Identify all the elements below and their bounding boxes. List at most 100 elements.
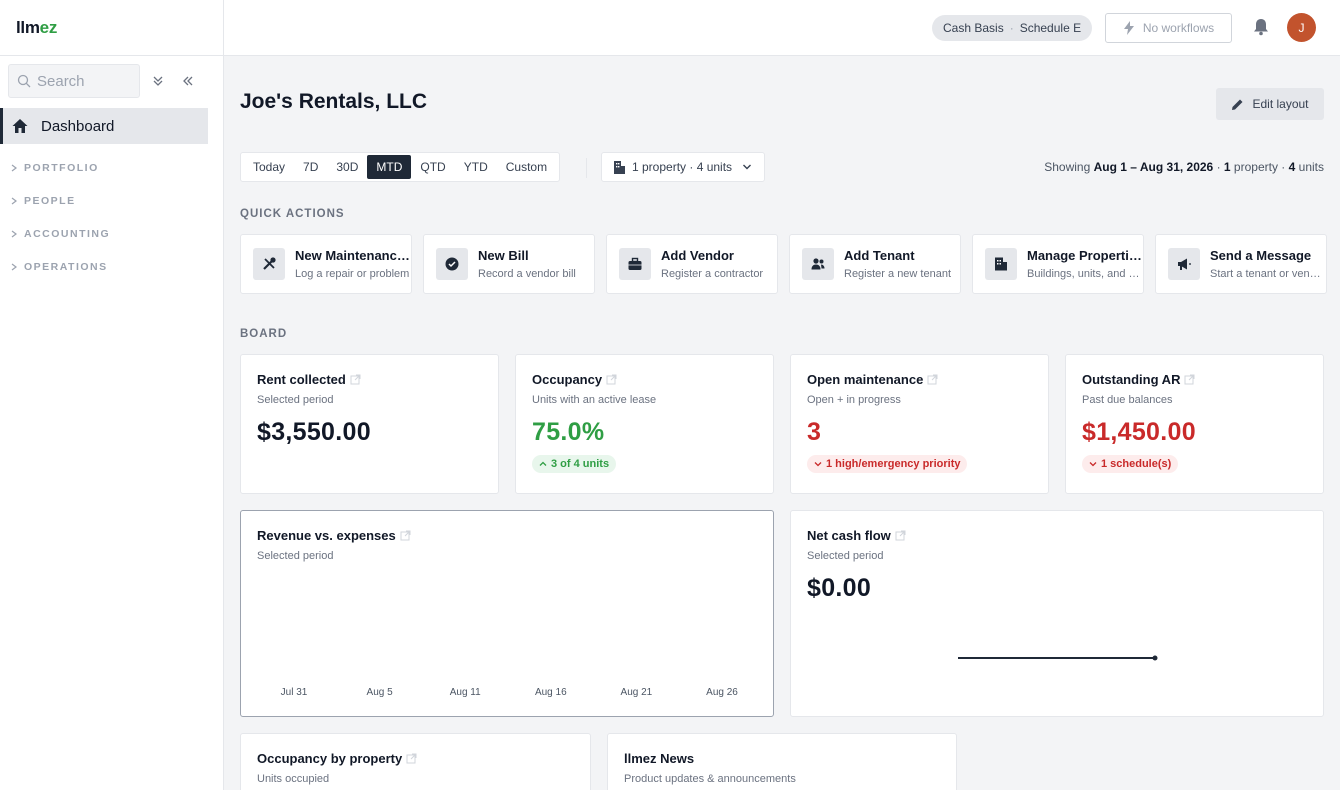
external-link-icon[interactable]	[1184, 374, 1195, 385]
external-link-icon[interactable]	[927, 374, 938, 385]
kpi-value: 3	[807, 418, 822, 446]
app-logo[interactable]: llmez	[16, 17, 58, 37]
kpi-card-occupancy[interactable]: Occupancy Units with an active lease 75.…	[515, 354, 774, 494]
chevron-down-icon	[814, 462, 822, 467]
range-qtd-button[interactable]: QTD	[420, 160, 446, 174]
status-badge: 1 high/emergency priority	[807, 455, 968, 473]
card-title: Outstanding AR	[1082, 372, 1181, 387]
quick-action-title: Add Vendor	[661, 248, 734, 263]
range-7d-button[interactable]: 7D	[303, 160, 319, 174]
collapse-sidebar-button[interactable]	[176, 69, 200, 93]
users-icon	[811, 258, 825, 270]
quick-action-send-message[interactable]: Send a Message Start a tenant or vendor …	[1155, 234, 1327, 294]
revenue-vs-expenses-panel[interactable]: Revenue vs. expenses Selected period Jul…	[240, 510, 774, 717]
kpi-card-outstanding-ar[interactable]: Outstanding AR Past due balances $1,450.…	[1065, 354, 1324, 494]
chevrons-left-icon	[183, 76, 193, 86]
quick-action-subtitle: Register a contractor	[661, 268, 764, 280]
quick-action-new-bill[interactable]: New Bill Record a vendor bill	[423, 234, 595, 294]
basis-label: Cash Basis	[943, 21, 1004, 35]
range-30d-button[interactable]: 30D	[336, 160, 359, 174]
quick-actions-row: New Maintenance Request Log a repair or …	[240, 234, 1327, 294]
quick-action-new-maintenance[interactable]: New Maintenance Request Log a repair or …	[240, 234, 412, 294]
kpi-value: $0.00	[807, 574, 872, 602]
kpi-value: 75.0%	[532, 418, 605, 446]
sidebar-item-label: Dashboard	[41, 117, 115, 135]
chevron-up-icon	[539, 461, 547, 466]
sidebar-section-operations[interactable]: OPERATIONS	[0, 250, 223, 283]
external-link-icon[interactable]	[406, 753, 417, 764]
quick-action-subtitle: Start a tenant or vendor conversation	[1210, 268, 1326, 280]
date-range-selector: Today 7D 30D MTD QTD YTD Custom	[240, 152, 561, 182]
megaphone-icon	[1178, 258, 1191, 270]
sidebar-section-accounting[interactable]: ACCOUNTING	[0, 217, 223, 250]
kpi-card-open-maintenance[interactable]: Open maintenance Open + in progress 3 1 …	[790, 354, 1049, 494]
x-tick-label: Aug 16	[534, 687, 567, 698]
external-link-icon[interactable]	[400, 530, 411, 541]
sidebar-item-dashboard[interactable]: Dashboard	[0, 108, 208, 144]
kpi-card-rent-collected[interactable]: Rent collected Selected period $3,550.00	[240, 354, 499, 494]
external-link-icon[interactable]	[895, 530, 906, 541]
chevron-right-icon	[11, 263, 17, 270]
quick-action-add-vendor[interactable]: Add Vendor Register a contractor	[606, 234, 778, 294]
news-panel[interactable]: llmez News Product updates & announcemen…	[607, 733, 957, 790]
sparkline-end-point	[1152, 655, 1158, 661]
check-circle-icon	[445, 257, 459, 271]
workflows-button[interactable]: No workflows	[1105, 13, 1232, 43]
sidebar-search-row: Search	[0, 56, 223, 106]
edit-layout-button[interactable]: Edit layout	[1216, 88, 1324, 120]
pill-separator: ·	[1009, 21, 1014, 35]
card-title: Occupancy by property	[257, 751, 403, 766]
chevron-down-icon	[1089, 462, 1097, 467]
expand-all-button[interactable]	[146, 69, 170, 93]
chevrons-down-icon	[153, 76, 163, 86]
property-filter-dropdown[interactable]: 1 property · 4 units	[601, 152, 765, 182]
range-mtd-button[interactable]: MTD	[367, 155, 412, 179]
occupancy-by-property-panel[interactable]: Occupancy by property Units occupied	[240, 733, 591, 790]
quick-actions-heading: QUICK ACTIONS	[240, 208, 345, 220]
card-title: Rent collected	[257, 372, 346, 387]
divider	[586, 158, 587, 178]
building-icon	[995, 257, 1007, 271]
card-subtitle: Product updates & announcements	[624, 773, 796, 785]
chevron-right-icon	[11, 197, 17, 204]
wrench-screwdriver-icon	[263, 257, 276, 270]
board-heading: BOARD	[240, 328, 288, 340]
accounting-basis-pill[interactable]: Cash Basis · Schedule E	[932, 15, 1093, 41]
logo-bar: llmez	[0, 0, 223, 56]
notifications-button[interactable]	[1250, 16, 1272, 38]
card-subtitle: Past due balances	[1082, 394, 1173, 406]
quick-action-add-tenant[interactable]: Add Tenant Register a new tenant	[789, 234, 961, 294]
search-placeholder: Search	[37, 72, 85, 90]
quick-action-title: Manage Properties	[1027, 248, 1143, 263]
quick-action-manage-properties[interactable]: Manage Properties Buildings, units, and …	[972, 234, 1144, 294]
search-input[interactable]: Search	[8, 64, 140, 98]
range-today-button[interactable]: Today	[253, 160, 286, 174]
chevron-right-icon	[11, 164, 17, 171]
kpi-value: $1,450.00	[1082, 418, 1196, 446]
user-avatar[interactable]: J	[1287, 13, 1316, 42]
x-tick-label: Jul 31	[280, 687, 308, 698]
quick-action-title: Add Tenant	[844, 248, 915, 263]
showing-summary: Showing Aug 1 – Aug 31, 2026 · 1 propert…	[1044, 160, 1324, 174]
card-subtitle: Units occupied	[257, 773, 330, 785]
lightning-icon	[1123, 21, 1134, 35]
external-link-icon[interactable]	[350, 374, 361, 385]
chevron-down-icon	[743, 164, 752, 170]
external-link-icon[interactable]	[606, 374, 617, 385]
bell-icon	[1254, 19, 1268, 36]
quick-action-title: Send a Message	[1210, 248, 1312, 263]
net-cash-flow-panel[interactable]: Net cash flow Selected period $0.00	[790, 510, 1324, 717]
card-subtitle: Selected period	[807, 550, 884, 562]
quick-action-title: New Maintenance Request	[295, 248, 411, 263]
page-title: Joe's Rentals, LLC	[240, 90, 428, 113]
sidebar-section-portfolio[interactable]: PORTFOLIO	[0, 151, 223, 184]
quick-action-subtitle: Buildings, units, and more	[1027, 268, 1143, 280]
topbar: Cash Basis · Schedule E No workflows J	[224, 0, 1340, 56]
sidebar-section-people[interactable]: PEOPLE	[0, 184, 223, 217]
x-tick-label: Aug 26	[706, 687, 738, 698]
card-title: Revenue vs. expenses	[257, 528, 396, 543]
status-badge: 1 schedule(s)	[1082, 455, 1179, 473]
card-subtitle: Selected period	[257, 550, 334, 562]
range-ytd-button[interactable]: YTD	[463, 160, 488, 174]
range-custom-button[interactable]: Custom	[505, 160, 548, 174]
